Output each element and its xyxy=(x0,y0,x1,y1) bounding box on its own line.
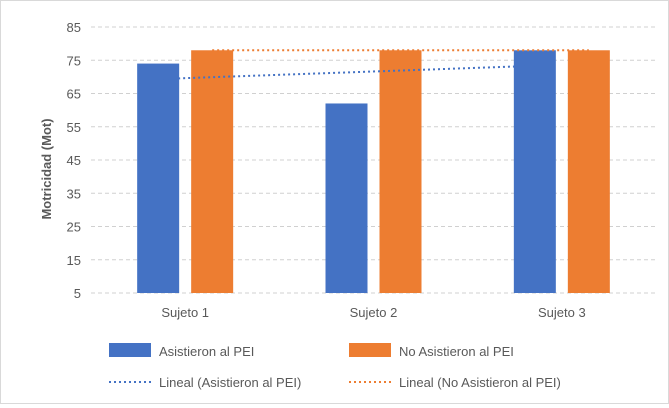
x-tick-label: Sujeto 3 xyxy=(538,305,586,320)
legend-label: Asistieron al PEI xyxy=(159,344,254,359)
legend-swatch xyxy=(109,343,151,357)
x-tick-label: Sujeto 1 xyxy=(161,305,209,320)
bar-series1-0 xyxy=(191,50,234,294)
y-tick-label: 5 xyxy=(74,286,81,301)
legend-label: Lineal (No Asistieron al PEI) xyxy=(399,375,561,390)
y-tick-label: 45 xyxy=(67,153,81,168)
bar-series1-1 xyxy=(379,50,422,294)
bar-series0-0 xyxy=(137,63,180,294)
bar-series1-2 xyxy=(567,50,610,294)
y-tick-label: 55 xyxy=(67,120,81,135)
y-tick-label: 75 xyxy=(67,53,81,68)
y-axis-label: Motricidad (Mot) xyxy=(39,118,54,219)
legend-label: Lineal (Asistieron al PEI) xyxy=(159,375,301,390)
legend-swatch xyxy=(349,343,391,357)
y-axis-ticks: 5 15 25 35 45 55 65 75 85 xyxy=(67,20,81,301)
legend-label: No Asistieron al PEI xyxy=(399,344,514,359)
y-tick-label: 35 xyxy=(67,186,81,201)
y-tick-label: 15 xyxy=(67,253,81,268)
legend: Asistieron al PEI No Asistieron al PEI Lin… xyxy=(109,343,561,390)
y-tick-label: 65 xyxy=(67,87,81,102)
y-tick-label: 85 xyxy=(67,20,81,35)
y-tick-label: 25 xyxy=(67,220,81,235)
bar-series0-1 xyxy=(325,103,368,293)
gridlines xyxy=(91,26,656,294)
bars xyxy=(137,50,610,294)
bar-series0-2 xyxy=(513,50,556,294)
x-tick-label: Sujeto 2 xyxy=(350,305,398,320)
x-axis-ticks: Sujeto 1 Sujeto 2 Sujeto 3 xyxy=(161,305,585,320)
